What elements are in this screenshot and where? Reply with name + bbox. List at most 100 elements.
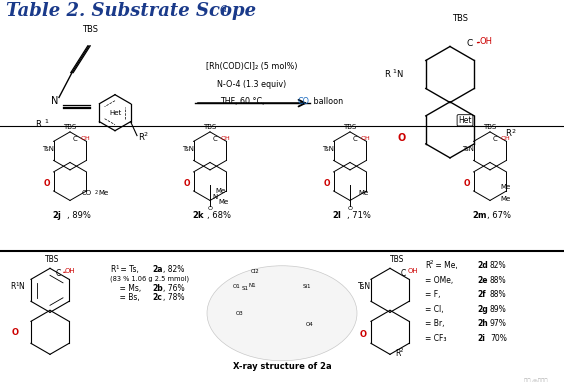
Text: R: R	[384, 70, 390, 79]
Text: O: O	[324, 179, 331, 188]
Text: , 78%: , 78%	[163, 293, 184, 303]
Text: C: C	[213, 136, 217, 142]
Text: O4: O4	[306, 322, 314, 327]
Text: C: C	[492, 136, 497, 142]
Text: = Ms,: = Ms,	[110, 284, 146, 293]
Text: = Br,: = Br,	[425, 319, 444, 328]
Text: , 82%: , 82%	[163, 265, 184, 274]
Text: [Rh(COD)Cl]₂ (5 mol%): [Rh(COD)Cl]₂ (5 mol%)	[206, 62, 298, 71]
Text: 88%: 88%	[490, 275, 506, 285]
Text: X-ray structure of 2a: X-ray structure of 2a	[233, 361, 331, 371]
Text: 2a: 2a	[152, 265, 162, 274]
Text: Table 2. Substrate Scope: Table 2. Substrate Scope	[6, 2, 256, 20]
Text: R: R	[35, 120, 41, 129]
Text: R: R	[505, 129, 511, 138]
Text: , 71%: , 71%	[347, 211, 371, 220]
Text: 2: 2	[430, 260, 434, 265]
Text: R: R	[138, 133, 144, 142]
Text: OH: OH	[65, 268, 76, 274]
Text: 2e: 2e	[477, 275, 487, 285]
Text: 2k: 2k	[192, 211, 204, 220]
Text: OH: OH	[480, 37, 493, 46]
Text: O: O	[398, 133, 406, 142]
Text: Me: Me	[500, 184, 510, 190]
Text: 1: 1	[392, 69, 396, 74]
Text: C: C	[467, 39, 473, 49]
Text: S1: S1	[241, 286, 249, 291]
Text: R: R	[425, 261, 430, 270]
Text: Me: Me	[215, 188, 225, 194]
Text: a: a	[220, 2, 227, 15]
Text: 2b: 2b	[152, 284, 163, 293]
Text: , 89%: , 89%	[67, 211, 91, 220]
Text: O: O	[184, 179, 190, 188]
Text: C: C	[352, 136, 358, 142]
Text: C: C	[400, 269, 406, 278]
Text: = Me,: = Me,	[433, 261, 458, 270]
Text: TBS: TBS	[204, 124, 217, 130]
Text: 1: 1	[15, 282, 19, 287]
Text: CO: CO	[297, 97, 309, 106]
Text: R: R	[10, 282, 15, 291]
Text: 2: 2	[95, 190, 98, 196]
Text: , 67%: , 67%	[487, 211, 511, 220]
Text: OH: OH	[81, 136, 91, 141]
Text: TBS: TBS	[452, 14, 468, 23]
Text: 2h: 2h	[477, 319, 488, 328]
Text: O: O	[347, 206, 352, 211]
Text: 2l: 2l	[332, 211, 341, 220]
Text: 88%: 88%	[490, 290, 506, 299]
Text: TBS: TBS	[45, 254, 59, 264]
Text: 97%: 97%	[490, 319, 507, 328]
Text: = OMe,: = OMe,	[425, 275, 453, 285]
Text: 1: 1	[115, 264, 118, 270]
Text: C: C	[55, 269, 60, 278]
Text: 2: 2	[511, 128, 515, 134]
Text: O3: O3	[236, 311, 244, 316]
Text: 89%: 89%	[490, 304, 506, 314]
Text: TBS: TBS	[343, 124, 356, 130]
Text: = Cl,: = Cl,	[425, 304, 444, 314]
Text: O: O	[359, 330, 367, 339]
Text: = Bs,: = Bs,	[110, 293, 144, 303]
Text: R: R	[395, 349, 400, 358]
Text: OH: OH	[221, 136, 231, 141]
Text: Het: Het	[458, 116, 472, 125]
Text: 2f: 2f	[477, 290, 486, 299]
Text: OH: OH	[361, 136, 371, 141]
Text: , 76%: , 76%	[163, 284, 184, 293]
Text: TsN: TsN	[322, 146, 334, 152]
Text: 1: 1	[44, 119, 48, 124]
Text: Cl2: Cl2	[250, 269, 259, 274]
Text: TBS: TBS	[63, 124, 77, 130]
Text: 2m: 2m	[472, 211, 487, 220]
Text: Me: Me	[218, 199, 228, 206]
Text: C: C	[73, 136, 77, 142]
Text: 2i: 2i	[477, 333, 485, 343]
Text: N1: N1	[248, 283, 256, 288]
Text: N: N	[51, 96, 59, 106]
Text: 70%: 70%	[490, 333, 507, 343]
Text: N: N	[18, 282, 24, 291]
Text: balloon: balloon	[311, 97, 343, 106]
Text: Me: Me	[98, 190, 108, 196]
Text: O1: O1	[233, 284, 241, 289]
Text: O: O	[464, 179, 470, 188]
Text: 2: 2	[400, 348, 403, 353]
Text: TBS: TBS	[82, 25, 98, 34]
Text: (83 % 1.06 g 2.5 mmol): (83 % 1.06 g 2.5 mmol)	[110, 275, 189, 282]
Text: 2: 2	[144, 132, 148, 138]
Text: TBS: TBS	[390, 254, 404, 264]
Text: Het: Het	[109, 110, 121, 116]
Text: 2c: 2c	[152, 293, 162, 303]
Text: N: N	[212, 194, 217, 200]
Text: O: O	[208, 206, 213, 211]
Text: R: R	[110, 265, 116, 274]
Text: 头条 @化学加: 头条 @化学加	[525, 378, 548, 382]
Text: N: N	[396, 70, 402, 79]
Text: O: O	[11, 328, 19, 337]
Text: TsN: TsN	[358, 282, 371, 291]
Text: 2g: 2g	[477, 304, 488, 314]
Text: = CF₃: = CF₃	[425, 333, 447, 343]
Text: OH: OH	[501, 136, 511, 141]
